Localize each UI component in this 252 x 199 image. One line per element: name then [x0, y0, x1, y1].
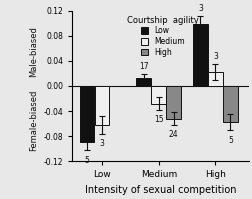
Bar — [222, 86, 237, 122]
Bar — [94, 86, 109, 125]
Text: Male-biased: Male-biased — [28, 26, 38, 77]
Text: 3: 3 — [197, 4, 202, 13]
Text: 3: 3 — [99, 139, 104, 148]
X-axis label: Intensity of sexual competition: Intensity of sexual competition — [84, 185, 235, 195]
Bar — [79, 86, 94, 142]
Text: 15: 15 — [153, 115, 163, 124]
Bar — [136, 78, 150, 86]
Text: 5: 5 — [84, 156, 89, 165]
Bar — [151, 86, 166, 103]
Text: 5: 5 — [227, 136, 232, 145]
Bar — [166, 86, 180, 119]
Text: 17: 17 — [138, 62, 148, 71]
Text: 3: 3 — [212, 52, 217, 61]
Text: Female-biased: Female-biased — [28, 90, 38, 151]
Bar — [192, 24, 207, 86]
Bar — [207, 72, 222, 86]
Text: 24: 24 — [168, 131, 178, 139]
Legend: Low, Medium, High: Low, Medium, High — [125, 15, 199, 58]
